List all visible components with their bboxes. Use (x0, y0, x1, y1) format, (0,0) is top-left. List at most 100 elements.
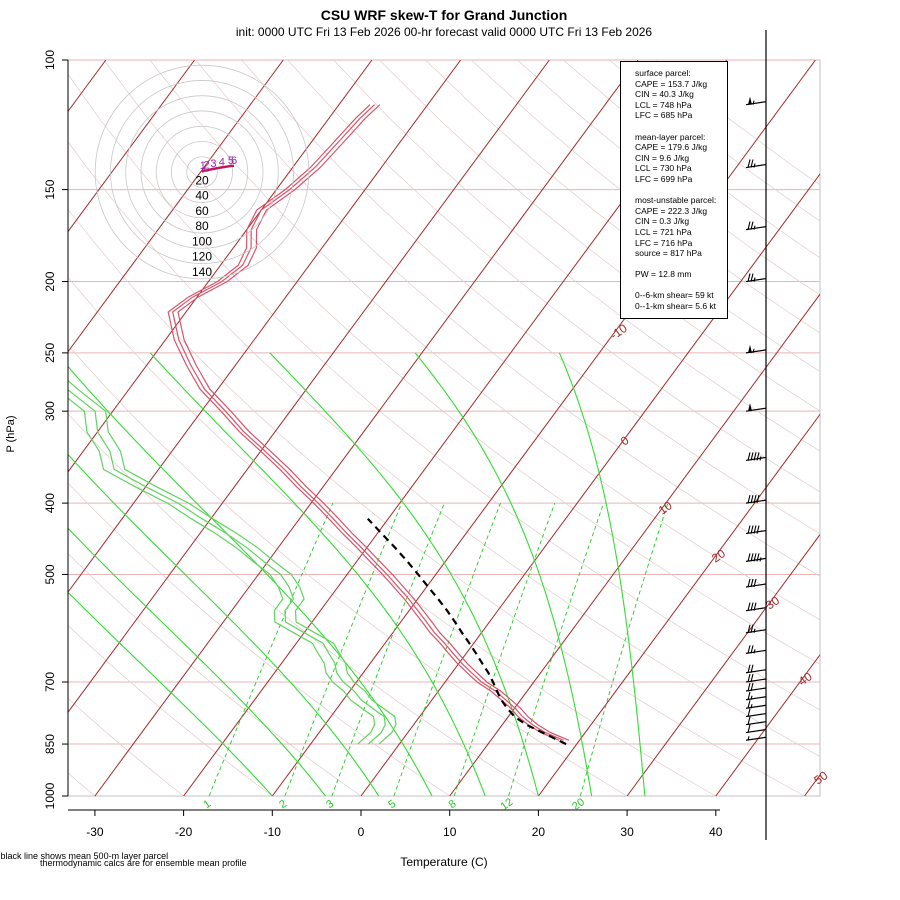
moist-adiabat (414, 352, 593, 796)
wind-barb (745, 452, 767, 462)
surface-lfc: LFC = 685 hPa (635, 110, 693, 121)
dewpoint-profile-line (68, 397, 376, 745)
isotherm-label: 0 (618, 433, 632, 448)
hodograph-ring-label: 40 (195, 189, 209, 203)
wind-barb (745, 344, 767, 354)
dry-adiabat (563, 60, 820, 259)
pressure-tick-label: 200 (43, 271, 57, 291)
isotherm-line (360, 173, 820, 796)
temperature-profile-line (172, 104, 564, 741)
dewpoint-profile-line (68, 379, 397, 745)
temperature-profile-line (177, 104, 570, 741)
dry-adiabat (68, 141, 820, 757)
dry-adiabat (68, 276, 716, 796)
surface-cin: CIN = 40.3 J/kg (635, 89, 694, 100)
moist-adiabat (68, 453, 380, 796)
hodograph-height-label: 3 (210, 158, 216, 170)
pressure-tick-label: 500 (43, 564, 57, 584)
isotherm-lines (68, 60, 820, 796)
dry-adiabat (103, 60, 820, 665)
mu-lfc: LFC = 716 hPa (635, 237, 693, 248)
moist-adiabat (68, 591, 273, 796)
dry-adiabat (68, 73, 820, 711)
moist-adiabat (68, 527, 326, 796)
hodograph-height-label: 5 (228, 155, 234, 167)
mixing-ratio-line (208, 502, 334, 796)
temperature-tick-label: 30 (620, 825, 634, 839)
hodograph-height-label: 4 (219, 156, 225, 168)
hodograph-ring (186, 156, 218, 188)
mixing-ratio-line (393, 502, 501, 796)
wind-barb (745, 578, 767, 588)
moist-adiabat (269, 352, 539, 796)
wind-barb (745, 673, 767, 683)
wind-barb (745, 602, 767, 612)
footnote-thermo: thermodynamic calcs are for ensemble mea… (40, 858, 247, 868)
temperature-tick-label: 20 (532, 825, 546, 839)
dry-adiabat (68, 344, 628, 796)
moist-adiabat (149, 352, 486, 796)
hodograph-ring-label: 60 (195, 204, 209, 218)
pressure-tick-label: 150 (43, 179, 57, 199)
temperature-tick-label: -20 (175, 825, 193, 839)
isotherm-line (449, 293, 820, 796)
isotherm-line (537, 413, 820, 796)
x-axis-label: Temperature (C) (400, 855, 488, 869)
parcel-profile-line (366, 517, 567, 746)
wind-barb (745, 553, 767, 562)
hodograph-ring (171, 141, 233, 203)
mixing-ratio-line (284, 502, 403, 796)
axes (67, 60, 720, 811)
dry-adiabat (68, 697, 184, 796)
dry-adiabat (68, 624, 273, 796)
mixing-ratio-label: 2 (277, 798, 289, 811)
mu-cape: CAPE = 222.3 J/kg (635, 205, 708, 216)
mixed-lcl: LCL = 730 hPa (635, 163, 692, 174)
hodograph-ring (110, 80, 294, 264)
hodograph-ring-label: 20 (195, 173, 209, 187)
isotherm-line (271, 60, 816, 796)
mu-source: source = 817 hPa (635, 248, 702, 259)
dry-adiabat (241, 60, 820, 535)
hodograph-ring (94, 64, 310, 280)
isotherm-line (68, 60, 195, 233)
wind-barb (745, 691, 767, 701)
temperature-tick-label: 40 (709, 825, 723, 839)
hodograph-ring (140, 110, 264, 234)
surface-cape: CAPE = 153.7 J/kg (635, 78, 708, 89)
dry-adiabats (68, 60, 820, 796)
moist-adiabats (68, 352, 646, 796)
temperature-tick-label: -30 (86, 825, 104, 839)
mu-cin: CIN = 0.3 J/kg (635, 216, 690, 227)
wind-barb (745, 736, 767, 741)
pressure-tick-label: 100 (43, 50, 57, 70)
wind-barb (745, 664, 767, 674)
isotherm-line (804, 774, 820, 796)
sounding-profiles (68, 104, 570, 746)
dry-adiabat (425, 60, 820, 373)
footnote-parcel: ed black line shows mean 500-m layer par… (0, 851, 169, 861)
hodograph-ring (125, 95, 279, 249)
mixed-cape: CAPE = 179.6 J/kg (635, 142, 708, 153)
mixing-ratio-label: 20 (570, 796, 587, 813)
precipitable-water: PW = 12.8 mm (635, 269, 692, 280)
temperature-tick-label: -10 (264, 825, 282, 839)
isotherm-label: 40 (796, 669, 815, 688)
pressure-tick-label: 300 (43, 401, 57, 421)
isotherm-label: 50 (811, 768, 830, 787)
wind-barb (745, 716, 767, 726)
hodograph-ring-label: 120 (192, 250, 212, 264)
chart-subtitle: init: 0000 UTC Fri 13 Feb 2026 00-hr for… (235, 25, 653, 39)
isotherm-line (94, 60, 639, 796)
isotherm-line (68, 60, 550, 714)
wind-barb (745, 624, 767, 634)
isotherm-line (68, 60, 284, 353)
hodograph-height-label: 1 (200, 160, 206, 172)
temperature-profile-line (167, 104, 560, 741)
wind-barb (745, 682, 767, 692)
pressure-tick-label: 850 (43, 734, 57, 754)
dry-adiabat (379, 60, 820, 412)
hodograph-height-label: 2 (204, 159, 210, 171)
